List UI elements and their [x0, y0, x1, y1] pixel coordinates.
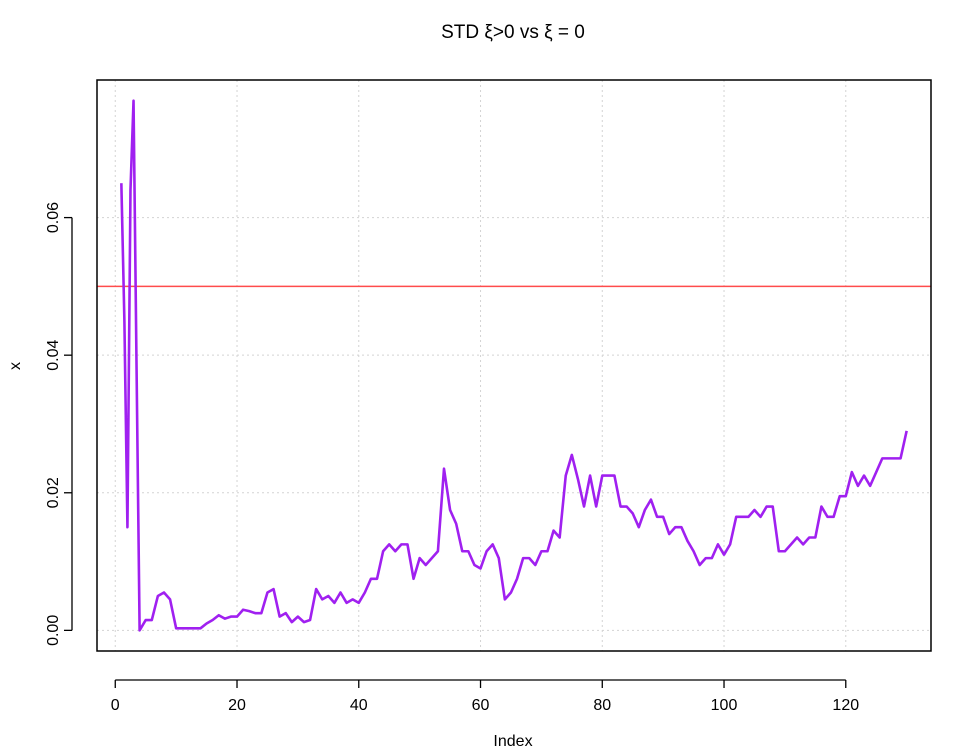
y-tick-label: 0.06 — [45, 202, 62, 233]
y-tick-label: 0.00 — [45, 615, 62, 646]
x-axis: 0 20 40 60 80 100 120 — [111, 679, 859, 714]
y-axis: 0.00 0.02 0.04 0.06 — [45, 202, 73, 646]
x-tick-label: 20 — [228, 697, 246, 714]
x-tick-label: 60 — [472, 697, 490, 714]
x-tick-label: 40 — [350, 697, 368, 714]
series-line — [120, 99, 908, 632]
y-axis-label: x — [7, 362, 24, 370]
x-tick-label: 120 — [832, 697, 859, 714]
y-tick-label: 0.04 — [45, 340, 62, 371]
plot-area-border — [96, 79, 932, 652]
x-axis-label: Index — [493, 733, 532, 750]
y-tick-label: 0.02 — [45, 477, 62, 508]
chart-title: STD ξ>0 vs ξ = 0 — [441, 22, 585, 43]
x-tick-label: 80 — [593, 697, 611, 714]
x-tick-label: 0 — [111, 697, 120, 714]
x-tick-label: 100 — [711, 697, 738, 714]
grid — [97, 80, 931, 651]
